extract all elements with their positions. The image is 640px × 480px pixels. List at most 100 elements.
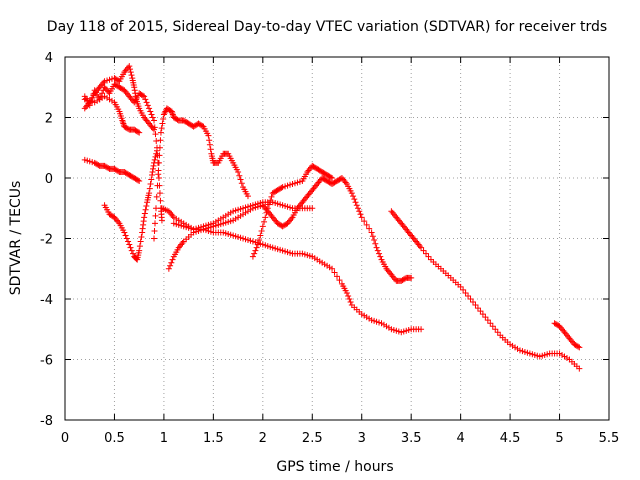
- data-point: [151, 159, 158, 166]
- data-point: [418, 326, 425, 333]
- data-point: [134, 128, 141, 135]
- y-axis-label: SDTVAR / TECUs: [8, 181, 24, 296]
- data-point: [420, 247, 427, 254]
- data-point: [256, 237, 263, 244]
- data-point: [465, 292, 472, 299]
- x-tick-label: 0: [61, 431, 69, 446]
- data-point: [156, 144, 163, 151]
- chart-title: Day 118 of 2015, Sidereal Day-to-day VTE…: [47, 19, 607, 35]
- data-point: [152, 205, 159, 212]
- data-point: [462, 289, 469, 296]
- data-point: [345, 292, 352, 299]
- data-point: [146, 190, 153, 197]
- data-point: [366, 225, 373, 232]
- data-point: [347, 299, 354, 306]
- data-point: [157, 137, 164, 144]
- data-point: [376, 250, 383, 257]
- data-point: [346, 296, 353, 302]
- data-point: [152, 153, 159, 160]
- data-point: [160, 116, 167, 123]
- data-point: [253, 244, 260, 251]
- x-tick-label: 1.5: [203, 431, 224, 446]
- data-point: [278, 184, 285, 191]
- x-tick-label: 5: [555, 431, 563, 446]
- data-point: [418, 244, 425, 251]
- data-point: [147, 108, 154, 115]
- data-point: [377, 253, 384, 260]
- x-tick-label: 3: [358, 431, 366, 446]
- data-point: [369, 233, 376, 240]
- x-axis-label: GPS time / hours: [276, 459, 393, 475]
- data-point: [263, 209, 270, 216]
- y-tick-label: 2: [45, 112, 53, 127]
- axis-ticks: 0 0.5 1 1.5 2 2.5 3 3.5 4 4.5 5 5.5 -8 -6 -4 -2 0 2 4: [40, 51, 619, 446]
- data-point: [157, 197, 164, 204]
- data-point: [153, 147, 160, 154]
- data-point: [235, 168, 242, 175]
- x-tick-label: 0.5: [104, 431, 125, 446]
- data-point: [236, 172, 243, 179]
- y-tick-label: -2: [40, 233, 53, 248]
- data-point: [144, 102, 151, 109]
- data-point: [127, 244, 134, 251]
- data-point: [169, 256, 176, 263]
- data-point: [151, 126, 158, 133]
- x-tick-label: 4: [456, 431, 464, 446]
- data-point: [262, 214, 269, 221]
- data-point: [141, 93, 148, 100]
- data-point: [356, 208, 363, 215]
- data-point: [153, 150, 160, 157]
- data-point: [309, 205, 316, 212]
- data-point: [343, 289, 350, 296]
- data-point: [152, 220, 159, 227]
- data-point: [205, 132, 212, 139]
- data-point: [128, 72, 135, 79]
- data-point: [167, 262, 174, 269]
- data-point: [139, 92, 146, 99]
- data-point: [148, 176, 155, 183]
- data-point: [136, 243, 143, 250]
- data-point: [482, 314, 489, 321]
- data-point: [252, 247, 259, 254]
- data-point: [148, 111, 155, 118]
- data-point: [357, 211, 364, 218]
- data-point: [329, 175, 336, 181]
- data-point: [143, 99, 150, 106]
- x-tick-label: 2.5: [302, 431, 323, 446]
- data-point: [266, 201, 272, 208]
- data-point: [238, 180, 245, 187]
- data-point: [363, 221, 370, 228]
- data-point: [457, 283, 464, 290]
- data-point: [327, 174, 334, 181]
- data-point: [487, 320, 494, 327]
- data-point: [206, 141, 213, 148]
- x-tick-label: 4.5: [500, 431, 521, 446]
- data-point: [151, 156, 158, 163]
- data-point: [158, 217, 165, 224]
- data-point: [125, 238, 132, 245]
- data-point: [261, 218, 268, 225]
- data-point: [251, 250, 258, 257]
- data-point: [147, 181, 154, 188]
- data-point: [575, 343, 582, 350]
- data-point: [156, 152, 163, 159]
- data-point: [123, 235, 130, 242]
- data-point: [152, 212, 159, 219]
- data-point: [136, 129, 143, 136]
- data-point: [361, 218, 368, 225]
- data-point: [358, 214, 365, 221]
- data-point: [152, 131, 159, 138]
- data-point: [137, 238, 144, 245]
- data-point: [142, 96, 149, 103]
- data-point: [460, 286, 467, 293]
- data-point: [154, 182, 161, 189]
- data-point: [130, 250, 136, 257]
- data-point: [373, 244, 380, 251]
- data-marks: [81, 63, 583, 372]
- data-point: [206, 137, 213, 144]
- data-point: [158, 125, 165, 132]
- data-point: [165, 265, 172, 272]
- data-point: [127, 69, 134, 76]
- data-point: [146, 185, 153, 192]
